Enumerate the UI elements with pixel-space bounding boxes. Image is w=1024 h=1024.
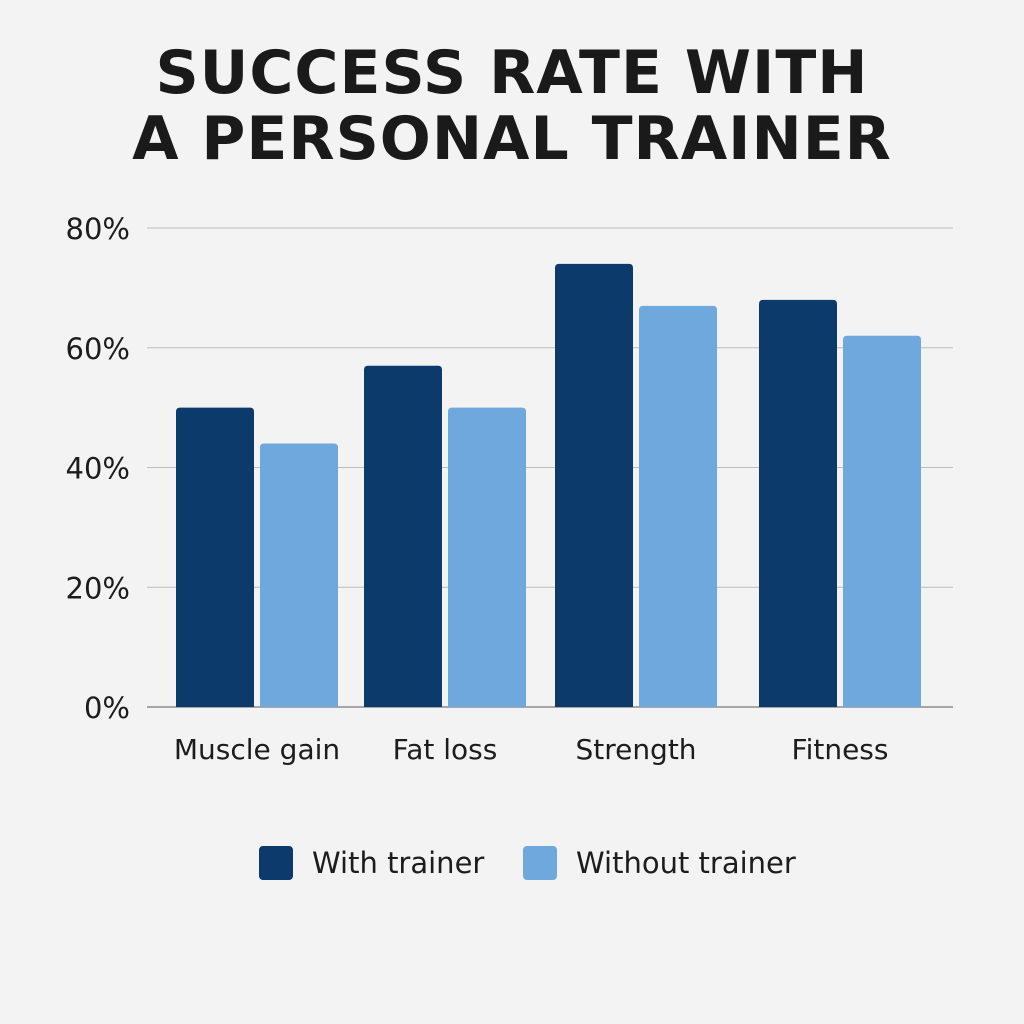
chart-title-line-1: SUCCESS RATE WITH xyxy=(155,38,869,108)
bar-without-trainer xyxy=(260,443,338,707)
chart-title: SUCCESS RATE WITH A PERSONAL TRAINER xyxy=(0,40,1024,172)
chart-title-line-2: A PERSONAL TRAINER xyxy=(132,104,892,174)
bar-with-trainer xyxy=(555,263,633,707)
bar-with-trainer xyxy=(759,299,837,707)
y-tick-label: 20% xyxy=(66,571,130,605)
bar-with-trainer xyxy=(364,365,442,707)
legend-swatch-without-trainer xyxy=(523,846,557,880)
legend-label-without-trainer: Without trainer xyxy=(576,846,796,880)
bar-without-trainer xyxy=(843,335,921,707)
chart-legend: With trainer Without trainer xyxy=(0,843,1024,883)
x-tick-label: Strength xyxy=(575,733,696,766)
legend-swatch-with-trainer xyxy=(259,846,293,880)
bar-without-trainer xyxy=(639,305,717,707)
legend-label-with-trainer: With trainer xyxy=(312,846,485,880)
y-tick-label: 0% xyxy=(84,691,130,725)
bar-with-trainer xyxy=(176,407,254,707)
x-tick-label: Fitness xyxy=(792,733,889,766)
x-tick-label: Muscle gain xyxy=(174,733,340,766)
bar-without-trainer xyxy=(448,407,526,707)
y-tick-label: 80% xyxy=(66,212,130,246)
y-tick-label: 60% xyxy=(66,332,130,366)
x-tick-label: Fat loss xyxy=(393,733,498,766)
y-tick-label: 40% xyxy=(66,452,130,486)
